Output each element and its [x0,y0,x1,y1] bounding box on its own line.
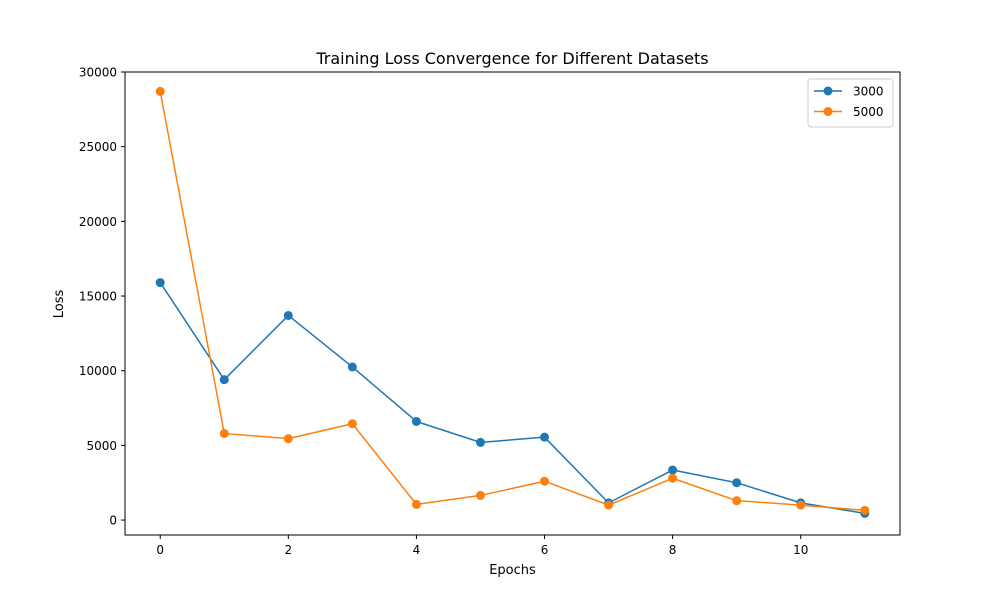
legend-marker-3000 [823,86,833,96]
y-tick-label: 30000 [79,66,117,80]
x-tick-label: 10 [793,543,808,557]
data-point-5000 [219,428,229,438]
data-point-3000 [732,478,742,488]
data-point-5000 [604,500,614,510]
legend-marker-5000 [823,107,833,116]
data-point-5000 [732,496,742,506]
data-point-3000 [411,416,421,426]
series-3000 [155,278,870,518]
data-point-5000 [668,473,678,483]
data-point-3000 [475,437,485,447]
data-point-5000 [796,500,806,510]
data-point-5000 [860,505,870,515]
x-tick-label: 4 [413,543,421,557]
x-tick-label: 8 [669,543,677,557]
y-tick-label: 10000 [79,364,117,378]
plot-frame [124,71,901,536]
x-tick-label: 6 [541,543,549,557]
legend: 3000 5000 [807,78,894,128]
y-tick-label: 0 [109,514,117,528]
series-line-3000 [159,282,865,515]
data-point-3000 [283,310,293,320]
data-point-5000 [411,499,421,509]
y-tick-label: 25000 [79,140,117,154]
x-tick-label: 2 [285,543,293,557]
data-point-5000 [283,434,293,444]
y-tick-label: 5000 [86,439,117,453]
x-axis-label: Epochs [489,563,536,578]
data-point-3000 [668,465,678,475]
data-point-5000 [347,419,357,429]
legend-label-3000: 3000 [853,85,884,99]
y-axis-label: Loss [52,290,67,319]
data-point-3000 [347,362,357,372]
y-tick-label: 15000 [79,290,117,304]
data-point-5000 [540,476,550,486]
data-point-5000 [475,490,485,500]
series-line-5000 [159,91,865,512]
legend-label-5000: 5000 [853,105,884,119]
series-layer [155,86,870,518]
data-point-3000 [540,432,550,442]
data-point-3000 [155,278,165,288]
axes-layer: 0 2 4 6 8 10 0 5000 10000 15000 20000 25000 30000 [79,66,901,557]
series-5000 [155,86,870,515]
y-tick-label: 20000 [79,215,117,229]
x-tick-label: 0 [156,543,164,557]
data-point-3000 [219,375,229,385]
chart-title: Training Loss Convergence for Different … [315,49,708,68]
data-point-5000 [155,86,165,96]
